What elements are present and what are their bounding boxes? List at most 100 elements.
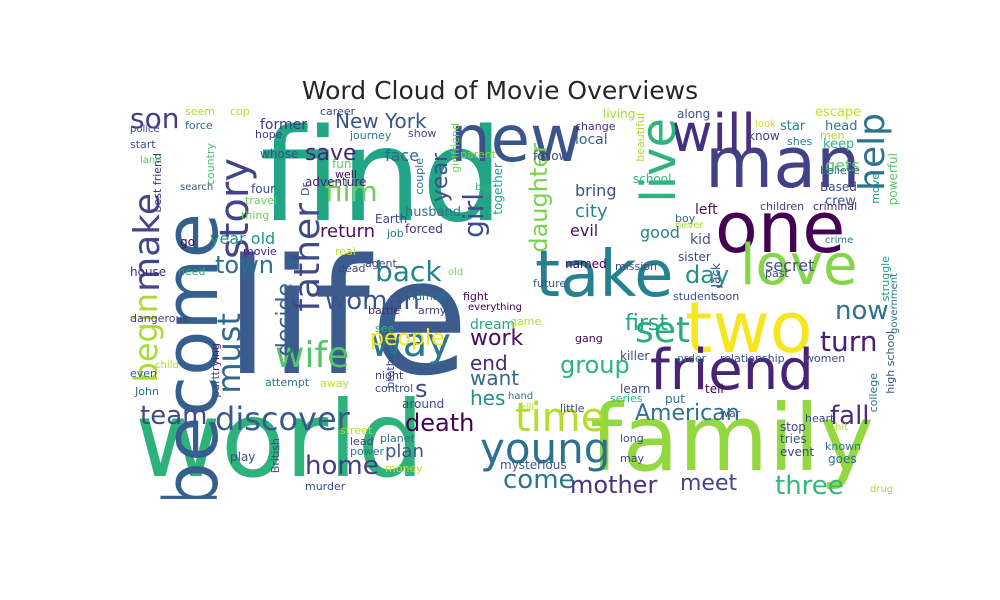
- word-cloud: find life world family become new man one two tak…: [125, 103, 900, 499]
- chart-title: Word Cloud of Movie Overviews: [301, 76, 699, 105]
- word-drug: drug: [870, 484, 894, 495]
- word-around: around: [402, 397, 445, 411]
- word-men: men: [820, 129, 845, 142]
- word-hes: hes: [470, 386, 506, 410]
- word-three: three: [775, 471, 844, 499]
- word-set: set: [635, 310, 691, 351]
- word-gang: gang: [575, 332, 603, 345]
- word-look: look: [755, 119, 776, 130]
- word-relationship: relationship: [720, 352, 785, 365]
- word-old: old: [448, 267, 464, 278]
- word-dangerous: dangerous: [130, 312, 189, 325]
- word-love: love: [740, 233, 858, 298]
- word-british: British: [269, 438, 282, 474]
- word-couple: couple: [413, 158, 426, 195]
- word-son: son: [130, 103, 180, 135]
- word-back: back: [375, 255, 442, 288]
- word-sister: sister: [678, 250, 711, 264]
- word-s: s: [415, 375, 428, 403]
- word-never: never: [675, 220, 704, 231]
- word-government: government: [889, 273, 900, 334]
- word-along: along: [677, 107, 711, 121]
- word-fall: fall: [830, 401, 870, 431]
- word-planet: planet: [380, 432, 415, 445]
- word-house: house: [130, 265, 167, 279]
- word-attempt: attempt: [265, 376, 310, 389]
- word-change: change: [575, 120, 616, 133]
- word-killer: killer: [620, 349, 650, 363]
- word-job: job: [387, 227, 404, 240]
- word-mission: mission: [615, 260, 657, 273]
- word-dr: Dr: [299, 183, 312, 196]
- word-well: well: [335, 168, 357, 181]
- word-real: real: [335, 245, 356, 258]
- word-kid: kid: [690, 232, 711, 248]
- word-work: work: [470, 326, 524, 351]
- word-friend: friend: [650, 338, 814, 403]
- word-country: country: [204, 143, 217, 186]
- word-parent: parent: [460, 148, 497, 161]
- word-powerful: powerful: [886, 153, 900, 206]
- word-cop: cop: [230, 105, 250, 118]
- word-save: save: [305, 141, 357, 166]
- word-hand: hand: [508, 391, 534, 402]
- word-move: move: [869, 173, 882, 204]
- word-child: child: [155, 360, 179, 371]
- word-battle: battle: [368, 304, 401, 317]
- word-wife: wife: [275, 335, 350, 376]
- word-time: time: [515, 395, 606, 441]
- word-night: night: [375, 369, 404, 382]
- word-journey: journey: [350, 129, 392, 142]
- word-stop: stop: [780, 420, 806, 434]
- word-seem: seem: [185, 105, 215, 118]
- word-want: want: [470, 366, 520, 390]
- word-known: known: [825, 440, 862, 453]
- word-fight: fight: [463, 290, 489, 303]
- word-game: game: [510, 315, 542, 328]
- word-bring: bring: [575, 181, 617, 200]
- word-high-school: high school: [884, 331, 897, 394]
- word-end: end: [470, 351, 508, 375]
- word-may: may: [620, 452, 644, 465]
- word-year-old: year old: [210, 229, 276, 248]
- word-home: home: [305, 451, 379, 481]
- word-plan: plan: [385, 441, 424, 462]
- word-woman: woman: [325, 286, 420, 316]
- word-land: land: [140, 155, 162, 166]
- word-day: day: [685, 261, 730, 289]
- word-girl: girl: [457, 193, 490, 238]
- word-murder: murder: [305, 480, 346, 493]
- word-need: need: [178, 265, 206, 278]
- word-american: American: [635, 401, 740, 426]
- word-believe: believe: [820, 164, 860, 177]
- word-little: little: [560, 402, 585, 415]
- word-come: come: [503, 465, 575, 495]
- word-lead: lead: [350, 435, 374, 448]
- word-college: college: [867, 373, 880, 413]
- word-world: world: [135, 379, 425, 499]
- word-keep: keep: [823, 137, 855, 152]
- word-husband: husband: [405, 205, 461, 220]
- word-mysterious: mysterious: [500, 458, 567, 472]
- word-play: play: [230, 450, 256, 464]
- word-away: away: [320, 377, 349, 390]
- word-take: take: [535, 238, 674, 312]
- word-decide: decide: [273, 283, 298, 357]
- word-shes: shes: [787, 135, 813, 148]
- word-hit: hit: [835, 422, 849, 433]
- word-death: death: [405, 409, 475, 437]
- word-local: local: [575, 132, 608, 148]
- word-face: face: [385, 146, 420, 165]
- word-goes: goes: [828, 452, 857, 466]
- word-know: know: [748, 129, 780, 143]
- word-forced: forced: [405, 222, 443, 236]
- word-beautiful: beautiful: [634, 113, 647, 162]
- word-event: event: [780, 445, 815, 459]
- word-women: women: [805, 352, 846, 365]
- word-travel: travel: [245, 194, 277, 207]
- word-two: two: [685, 287, 813, 369]
- word-life: life: [225, 224, 469, 411]
- word-school: school: [633, 172, 672, 186]
- word-escape: escape: [815, 105, 862, 120]
- word-head: head: [825, 119, 858, 134]
